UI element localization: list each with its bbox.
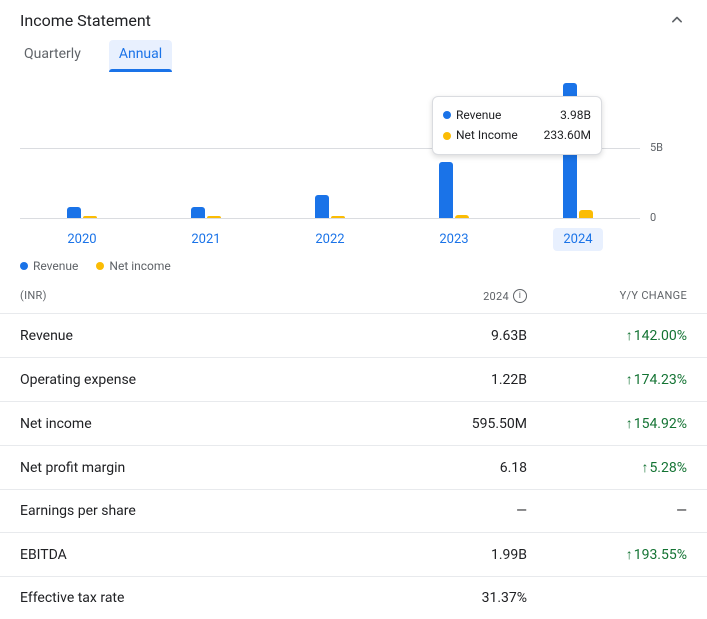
arrow-up-icon (626, 416, 634, 432)
metric-change: 5.28% (527, 459, 687, 476)
legend-dot-icon (443, 111, 451, 119)
table-row: Net income595.50M154.92% (0, 401, 707, 445)
chart-legend: Revenue Net income (0, 251, 707, 279)
x-axis-label[interactable]: 2022 (305, 228, 355, 251)
y-axis-tick-label: 0 (650, 211, 656, 224)
metric-label: Effective tax rate (20, 590, 367, 606)
tooltip-value: 233.60M (544, 125, 591, 145)
table-row: Earnings per share—— (0, 489, 707, 532)
metric-label: Net profit margin (20, 460, 367, 476)
x-axis-label[interactable]: 2020 (57, 228, 107, 251)
legend-label: Net income (109, 259, 170, 273)
x-axis-label[interactable]: 2024 (553, 228, 603, 251)
tooltip-row: Revenue 3.98B (443, 105, 591, 125)
gridline (20, 218, 640, 219)
metric-change: 174.23% (527, 371, 687, 388)
table-header: (INR) 2024 i Y/Y CHANGE (0, 279, 707, 313)
legend-item: Revenue (20, 259, 78, 273)
tab-annual[interactable]: Annual (109, 40, 172, 72)
bar[interactable] (83, 216, 97, 218)
y-axis-tick-label: 5B (650, 141, 663, 154)
metric-change: — (527, 503, 687, 519)
x-axis-labels: 2020 2021 2022 2023 2024 (20, 228, 640, 251)
legend-item: Net income (96, 259, 170, 273)
legend-dot-icon (443, 132, 451, 140)
tooltip-value: 3.98B (560, 105, 591, 125)
metric-label: Operating expense (20, 372, 367, 388)
bar[interactable] (439, 162, 453, 218)
metric-value: 6.18 (367, 460, 527, 476)
card-title: Income Statement (20, 11, 151, 30)
metric-value: — (367, 503, 527, 519)
bar[interactable] (67, 207, 81, 218)
metric-label: Earnings per share (20, 503, 367, 519)
metric-value: 9.63B (367, 328, 527, 344)
metric-change: 154.92% (527, 415, 687, 432)
tooltip-label: Revenue (456, 105, 501, 125)
info-icon[interactable]: i (513, 289, 527, 303)
table-row: Operating expense1.22B174.23% (0, 357, 707, 401)
currency-label: (INR) (20, 289, 367, 303)
bar-group[interactable] (191, 207, 221, 218)
table-body: Revenue9.63B142.00%Operating expense1.22… (0, 313, 707, 619)
financial-table: (INR) 2024 i Y/Y CHANGE Revenue9.63B142.… (0, 279, 707, 619)
bar-group[interactable] (315, 195, 345, 218)
tab-quarterly[interactable]: Quarterly (20, 40, 85, 72)
bar-group[interactable] (67, 207, 97, 218)
metric-label: Revenue (20, 328, 367, 344)
chart-tooltip: Revenue 3.98B Net Income 233.60M (432, 96, 602, 155)
legend-label: Revenue (33, 259, 78, 273)
card-header: Income Statement (0, 0, 707, 34)
bar[interactable] (191, 207, 205, 218)
tooltip-row: Net Income 233.60M (443, 125, 591, 145)
bar[interactable] (207, 216, 221, 218)
metric-value: 31.37% (367, 590, 527, 606)
bar[interactable] (315, 195, 329, 218)
legend-dot-icon (20, 262, 28, 270)
bar[interactable] (331, 216, 345, 218)
bar-group[interactable] (439, 162, 469, 218)
legend-dot-icon (96, 262, 104, 270)
metric-change: 142.00% (527, 327, 687, 344)
metric-value: 1.22B (367, 372, 527, 388)
x-axis-label[interactable]: 2023 (429, 228, 479, 251)
metric-label: Net income (20, 416, 367, 432)
tooltip-label: Net Income (456, 125, 518, 145)
change-column-header: Y/Y CHANGE (527, 289, 687, 303)
table-row: Effective tax rate31.37% (0, 576, 707, 619)
arrow-up-icon (626, 547, 634, 563)
x-axis-label[interactable]: 2021 (181, 228, 231, 251)
table-row: Net profit margin6.185.28% (0, 445, 707, 489)
period-tabs: Quarterly Annual (0, 34, 707, 72)
arrow-up-icon (626, 328, 634, 344)
arrow-up-icon (626, 372, 634, 388)
metric-value: 595.50M (367, 416, 527, 432)
table-row: Revenue9.63B142.00% (0, 313, 707, 357)
bar-chart: 05B 20202021202220232024 Revenue3.98BNet… (0, 72, 707, 251)
table-row: EBITDA1.99B193.55% (0, 532, 707, 576)
income-statement-card: Income Statement Quarterly Annual 0 5B 20… (0, 0, 707, 619)
collapse-icon[interactable] (667, 10, 687, 30)
value-column-header: 2024 i (367, 289, 527, 303)
bar[interactable] (579, 210, 593, 218)
bar[interactable] (455, 215, 469, 218)
